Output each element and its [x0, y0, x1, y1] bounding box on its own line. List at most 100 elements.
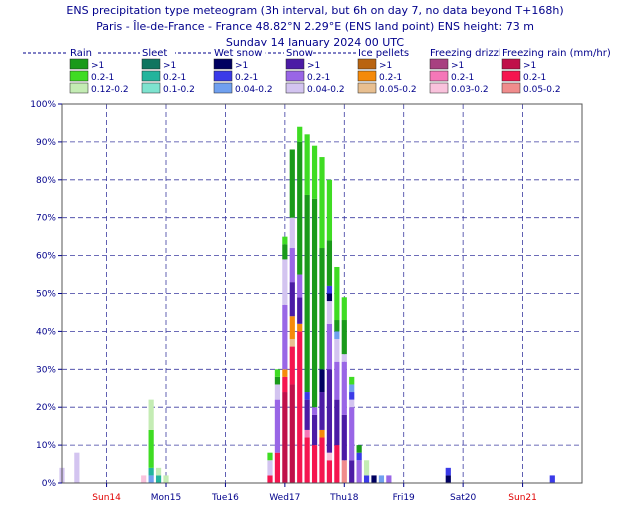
bar-segment: [267, 460, 273, 476]
bar-segment: [282, 259, 288, 305]
bar-segment: [311, 407, 318, 415]
bar-segment: [326, 452, 333, 461]
bar-segment: [282, 392, 288, 483]
legend-swatch: [285, 58, 305, 70]
bar-segment: [289, 217, 295, 249]
bar-segment: [341, 320, 347, 355]
chart-title-line-3: Sunday 14 January 2024 00 UTC: [226, 36, 404, 49]
legend-group-title: Ice pellets: [358, 48, 409, 59]
x-tick-label: Wed17: [269, 493, 300, 503]
legend-group-title: Snow: [286, 48, 313, 59]
y-tick-label: 50%: [36, 290, 56, 300]
legend-label: >1: [235, 61, 248, 71]
y-tick-label: 60%: [36, 252, 56, 262]
bar-segment: [319, 429, 325, 438]
legend-label: 0.03-0.2: [451, 85, 489, 95]
bar-segment: [155, 467, 162, 476]
legend-label: 0.12-0.2: [91, 85, 129, 95]
legend-group-title: Sleet: [142, 48, 167, 59]
x-tick-label: Sun21: [508, 493, 537, 503]
bar-segment: [326, 293, 333, 302]
bar-segment: [148, 475, 154, 483]
y-tick-label: 10%: [36, 441, 56, 451]
legend-label: 0.04-0.2: [307, 85, 345, 95]
bar-segment: [319, 248, 325, 370]
bar-segment: [445, 475, 451, 483]
bar-segment: [334, 445, 340, 483]
legend-label: 0.2-1: [307, 73, 330, 83]
bar-segment: [148, 429, 154, 468]
bar-segment: [311, 445, 318, 483]
y-tick-label: 40%: [36, 327, 56, 337]
legend-label: >1: [163, 61, 176, 71]
bar-segment: [334, 320, 340, 332]
bar-segment: [297, 126, 303, 142]
bar-segment: [289, 346, 295, 385]
bar-segment: [349, 376, 355, 385]
bar-segment: [341, 354, 347, 362]
bar-segment: [289, 338, 295, 347]
bar-segment: [282, 304, 288, 370]
legend-header-bg-1: [140, 46, 175, 58]
bar-segment: [297, 141, 303, 275]
legend-label: 0.2-1: [91, 73, 114, 83]
bar-segment: [274, 369, 281, 377]
legend-header-bg-0: [68, 46, 97, 58]
legend-label: 0.2-1: [523, 73, 546, 83]
bar-segment: [326, 369, 333, 453]
legend-swatch: [429, 58, 449, 70]
bar-segment: [334, 338, 340, 362]
legend-swatch: [69, 58, 89, 70]
bar-segment: [386, 475, 392, 483]
legend-label: >1: [523, 61, 536, 71]
bar-segment: [334, 331, 340, 339]
bar-segment: [163, 475, 169, 483]
legend-group-title: Freezing rain (mm/hr): [502, 48, 611, 59]
bar-segment: [319, 392, 325, 430]
x-tick-label: Thu18: [329, 493, 359, 503]
legend-label: >1: [379, 61, 392, 71]
bar-segment: [378, 475, 385, 483]
bar-segment: [363, 475, 370, 483]
bar-segment: [274, 384, 281, 400]
bar-segment: [549, 475, 555, 483]
legend-header-bg-2: [212, 46, 266, 58]
bar-segment: [304, 399, 310, 430]
y-tick-label: 100%: [30, 100, 56, 110]
bar-segment: [349, 392, 355, 400]
legend-label: 0.04-0.2: [235, 85, 273, 95]
bar-segment: [141, 475, 147, 483]
bar-segment: [282, 236, 288, 245]
x-tick-label: Sun14: [92, 493, 121, 503]
bar-segment: [274, 376, 281, 385]
bar-segment: [363, 460, 370, 476]
bar-segment: [356, 452, 362, 461]
legend-swatch: [69, 82, 89, 94]
y-tick-label: 0%: [42, 479, 57, 489]
legend-label: 0.2-1: [451, 73, 474, 83]
legend-label: >1: [451, 61, 464, 71]
bar-segment: [289, 149, 295, 218]
legend-swatch: [501, 82, 521, 94]
legend-swatch: [501, 58, 521, 70]
chart-title-line-2: Paris - Île-de-France - France 48.82°N 2…: [96, 20, 534, 33]
legend-swatch: [213, 58, 233, 70]
bar-segment: [356, 445, 362, 453]
legend-swatch: [69, 70, 89, 82]
bar-segment: [289, 282, 295, 317]
legend-swatch: [357, 70, 377, 82]
legend-label: >1: [307, 61, 320, 71]
legend-header-bg-4: [356, 46, 429, 58]
legend-label: >1: [91, 61, 104, 71]
legend-label: 0.2-1: [379, 73, 402, 83]
bar-segment: [349, 399, 355, 408]
bar-segment: [341, 361, 347, 415]
bar-segment: [304, 429, 310, 438]
bar-segment: [289, 248, 295, 283]
bar-segment: [319, 369, 325, 393]
legend-swatch: [213, 70, 233, 82]
bar-segment: [341, 460, 347, 483]
legend-swatch: [357, 82, 377, 94]
bar-segment: [334, 266, 340, 321]
